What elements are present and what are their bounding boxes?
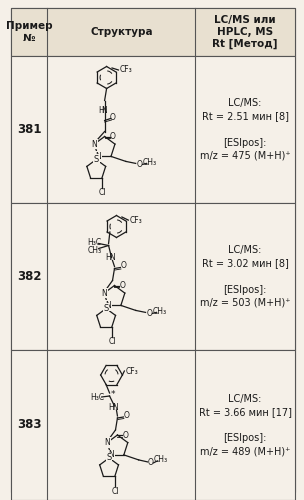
Text: N: N: [112, 402, 118, 411]
Text: 383: 383: [17, 418, 41, 432]
Text: *: *: [110, 390, 115, 398]
Text: Cl: Cl: [111, 486, 119, 496]
Text: H: H: [98, 106, 104, 115]
Text: N: N: [104, 438, 110, 447]
Text: N: N: [95, 152, 101, 161]
Text: S: S: [103, 304, 109, 313]
Text: S: S: [94, 155, 99, 164]
Text: LC/MS:
Rt = 3.02 мин [8]

[ESIpos]:
m/z = 503 (M+H)⁺: LC/MS: Rt = 3.02 мин [8] [ESIpos]: m/z =…: [200, 245, 290, 308]
Text: CH₃: CH₃: [143, 158, 157, 167]
Text: Структура: Структура: [90, 27, 153, 37]
Text: LC/MS или
HPLC, MS
Rt [Метод]: LC/MS или HPLC, MS Rt [Метод]: [212, 16, 278, 48]
Text: Cl: Cl: [98, 188, 106, 197]
Text: H₃C: H₃C: [91, 394, 105, 402]
Text: O: O: [147, 309, 152, 318]
Text: H₃C: H₃C: [88, 238, 102, 247]
Text: LC/MS:
Rt = 2.51 мин [8]

[ESIpos]:
m/z = 475 (M+H)⁺: LC/MS: Rt = 2.51 мин [8] [ESIpos]: m/z =…: [200, 98, 290, 161]
Text: O: O: [123, 430, 128, 440]
Text: O: O: [123, 410, 129, 420]
Bar: [11, 56, 295, 203]
Text: 381: 381: [17, 123, 41, 136]
Text: O: O: [120, 261, 126, 270]
Text: N: N: [110, 253, 116, 262]
Text: N: N: [108, 450, 114, 460]
Text: CH₃: CH₃: [88, 246, 102, 255]
Bar: [11, 8, 295, 56]
Text: N: N: [105, 301, 111, 310]
Text: CH₃: CH₃: [153, 456, 168, 464]
Text: CH₃: CH₃: [152, 307, 167, 316]
Text: O: O: [137, 160, 143, 169]
Text: H: H: [106, 253, 112, 262]
Text: S: S: [106, 454, 112, 462]
Text: CF₃: CF₃: [129, 216, 142, 224]
Text: O: O: [147, 458, 154, 468]
Text: Cl: Cl: [108, 337, 116, 346]
Text: Пример
№: Пример №: [6, 21, 52, 43]
Text: H: H: [109, 402, 114, 411]
Text: N: N: [101, 106, 106, 115]
Text: O: O: [109, 113, 116, 122]
Text: CF₃: CF₃: [125, 366, 138, 376]
Text: N: N: [101, 288, 107, 298]
Bar: [11, 350, 295, 500]
Text: 382: 382: [17, 270, 41, 283]
Text: CF₃: CF₃: [119, 66, 132, 74]
Text: O: O: [119, 281, 125, 290]
Text: O: O: [109, 132, 116, 141]
Text: LC/MS:
Rt = 3.66 мин [17]

[ESIpos]:
m/z = 489 (M+H)⁺: LC/MS: Rt = 3.66 мин [17] [ESIpos]: m/z …: [199, 394, 292, 456]
Bar: [11, 203, 295, 350]
Text: N: N: [92, 140, 97, 148]
